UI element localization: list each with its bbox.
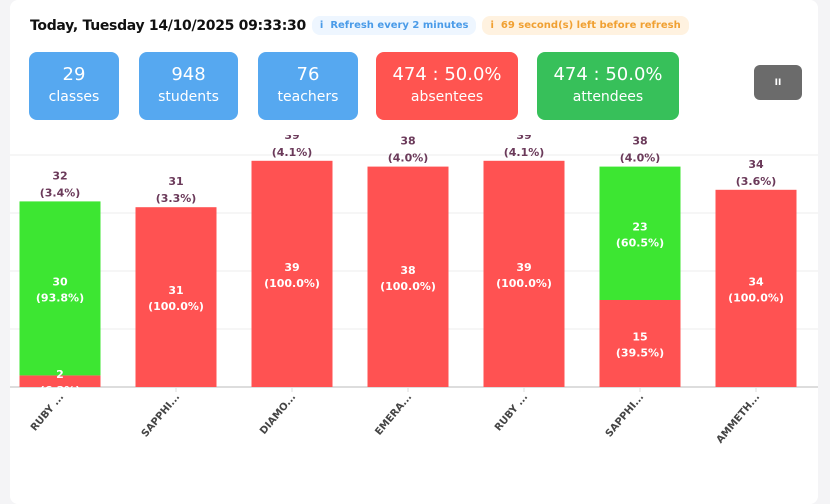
pause-button[interactable]: II — [754, 65, 802, 100]
total-pct-label: (4.1%) — [504, 146, 545, 159]
x-tick-label: EMERA... — [373, 392, 414, 438]
absentees-label-value: 31 — [168, 284, 183, 297]
baseline-mask — [20, 388, 101, 392]
total-label: 38 — [632, 135, 647, 148]
attendees-label-pct: (93.8%) — [36, 291, 84, 304]
stat-label: students — [158, 89, 219, 105]
countdown-badge: i 69 second(s) left before refresh — [482, 16, 689, 35]
absentees-label-pct: (100.0%) — [728, 291, 784, 304]
absentees-label-pct: (100.0%) — [380, 280, 436, 293]
absentees-label-pct: (100.0%) — [264, 277, 320, 290]
info-icon: i — [490, 20, 494, 31]
absentees-label-value: 39 — [284, 261, 299, 274]
stat-teachers: 76 teachers — [258, 52, 358, 120]
absentees-label-value: 38 — [400, 264, 415, 277]
total-label: 32 — [52, 169, 67, 182]
header: Today, Tuesday 14/10/2025 09:33:30 i Ref… — [30, 16, 689, 35]
countdown-text: 69 second(s) left before refresh — [500, 20, 681, 31]
absentees-label-value: 39 — [516, 261, 531, 274]
absentees-label-pct: (39.5%) — [616, 347, 664, 360]
total-pct-label: (4.0%) — [620, 152, 661, 165]
attendees-label-value: 30 — [52, 275, 68, 288]
stat-label: absentees — [410, 89, 484, 105]
bar-attendees — [599, 166, 681, 300]
stat-absentees: 474 : 50.0% absentees — [376, 52, 518, 120]
stat-value: 948 — [171, 64, 206, 85]
absentees-label-value: 34 — [748, 275, 764, 288]
bar-absentees — [483, 160, 565, 387]
absentees-label-pct: (100.0%) — [148, 300, 204, 313]
absentees-label-value: 15 — [632, 331, 647, 344]
stat-value: 76 — [296, 64, 320, 85]
stat-value: 29 — [62, 64, 86, 85]
total-pct-label: (4.1%) — [272, 146, 313, 159]
bar-absentees — [367, 166, 449, 387]
total-label: 31 — [168, 175, 183, 188]
total-pct-label: (4.0%) — [388, 152, 429, 165]
x-tick-label: SAPPHI... — [604, 392, 647, 440]
bar-absentees — [599, 300, 681, 387]
page-title: Today, Tuesday 14/10/2025 09:33:30 — [30, 17, 306, 34]
refresh-info-text: Refresh every 2 minutes — [330, 20, 469, 31]
bar-absentees — [715, 189, 797, 387]
x-tick-label: RUBY ... — [493, 392, 530, 434]
bar-absentees — [19, 375, 101, 387]
stat-attendees: 474 : 50.0% attendees — [537, 52, 679, 120]
absentees-label-value: 2 — [56, 368, 64, 381]
attendees-label-pct: (60.5%) — [616, 236, 664, 249]
stat-students: 948 students — [139, 52, 238, 120]
x-tick-label: RUBY ... — [29, 392, 66, 434]
stat-classes: 29 classes — [29, 52, 119, 120]
x-tick-label: AMMETH... — [715, 392, 763, 446]
x-tick-label: DIAMO... — [258, 392, 298, 437]
absentees-label-pct: (100.0%) — [496, 277, 552, 290]
refresh-info-badge: i Refresh every 2 minutes — [311, 16, 477, 35]
bar-absentees — [135, 207, 217, 387]
stat-label: attendees — [572, 89, 644, 105]
stat-value: 474 : 50.0% — [553, 64, 663, 85]
bar-attendees — [19, 201, 101, 376]
total-label: 34 — [748, 158, 764, 171]
total-label: 38 — [400, 135, 415, 148]
total-pct-label: (3.4%) — [40, 186, 81, 199]
attendees-label-value: 23 — [632, 220, 647, 233]
stat-label: classes — [48, 89, 100, 105]
stat-label: teachers — [277, 89, 339, 105]
total-pct-label: (3.3%) — [156, 192, 197, 205]
x-tick-label: SAPPHI... — [140, 392, 183, 440]
info-icon: i — [319, 20, 324, 31]
stat-value: 474 : 50.0% — [392, 64, 502, 85]
total-pct-label: (3.6%) — [736, 175, 777, 188]
bar-absentees — [251, 160, 333, 387]
